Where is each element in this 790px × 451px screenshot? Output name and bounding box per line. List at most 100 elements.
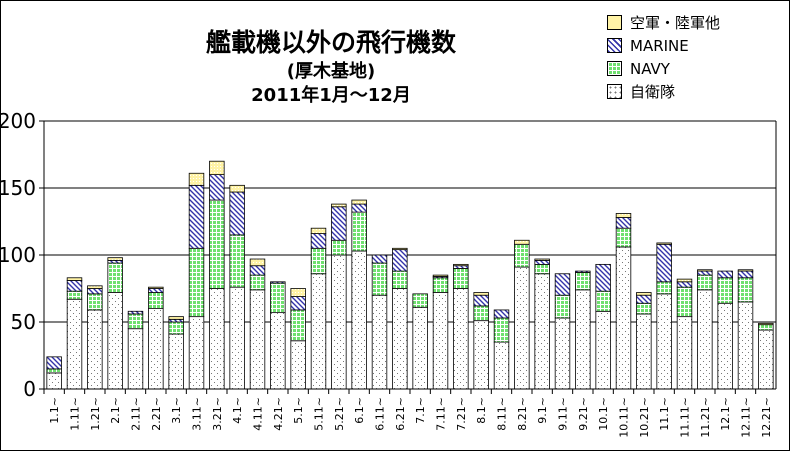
bar-segment <box>66 298 83 390</box>
bar-segment <box>290 340 306 390</box>
x-tick-label: 3.21~ <box>211 397 224 431</box>
bar-segment <box>351 211 367 252</box>
bar-segment <box>473 294 489 307</box>
legend: 空軍・陸軍他 MARINE NAVY 自衛隊 <box>607 11 720 103</box>
bar-segment <box>188 316 205 390</box>
bar-segment <box>209 199 225 289</box>
bar-segment <box>331 239 347 256</box>
bar-segment <box>697 289 713 390</box>
bar-segment <box>717 277 733 304</box>
bar-segment <box>209 174 225 201</box>
x-tick-label: 10.1~ <box>597 397 610 431</box>
x-tick-label: 6.11~ <box>374 397 387 431</box>
bar-segment <box>717 302 733 390</box>
legend-item: 自衛隊 <box>607 80 720 103</box>
bar-segment <box>737 269 754 272</box>
legend-item: MARINE <box>607 34 720 57</box>
bar-segment <box>514 239 530 245</box>
bar-segment <box>676 281 693 288</box>
bar-segment <box>554 317 571 390</box>
legend-label: 空軍・陸軍他 <box>630 14 721 32</box>
bar-segment <box>453 265 469 269</box>
legend-swatch <box>607 15 622 30</box>
x-tick-label: 2.1~ <box>109 397 122 424</box>
bar-segment <box>46 356 62 370</box>
bar-segment <box>249 258 266 267</box>
x-tick-label: 1.21~ <box>89 397 102 431</box>
x-tick-label: 4.1~ <box>231 397 244 424</box>
bar-segment <box>656 293 672 390</box>
y-tick-label: 100 <box>0 243 36 267</box>
bar-segment <box>534 263 550 275</box>
bar-segment <box>188 247 205 318</box>
bar-segment <box>331 203 347 208</box>
bar-segment <box>290 296 306 311</box>
bar-segment <box>615 217 632 229</box>
bar-segment <box>107 259 123 264</box>
bar-segment <box>107 257 123 261</box>
bar-segment <box>575 289 591 390</box>
chart-period: 2011年1月～12月 <box>251 85 411 106</box>
bar-segment <box>676 286 693 318</box>
bar-segment <box>432 292 449 390</box>
bar-segment <box>209 288 225 390</box>
x-tick-label: 10.21~ <box>638 397 651 438</box>
bar-segment <box>473 320 489 390</box>
bar-segment <box>697 274 713 291</box>
bar-segment <box>615 246 632 390</box>
x-tick-label: 8.11~ <box>496 397 509 431</box>
bar-segment <box>453 263 469 267</box>
legend-item: 空軍・陸軍他 <box>607 11 720 34</box>
bar-segment <box>412 306 428 390</box>
bar-segment <box>737 301 754 390</box>
x-tick-label: 11.21~ <box>699 397 712 438</box>
bar-segment <box>46 372 62 390</box>
bar-segment <box>351 250 367 390</box>
bar-segment <box>249 265 266 276</box>
bar-segment <box>209 160 225 175</box>
bar-segment <box>636 294 652 304</box>
bar-segment <box>270 281 286 284</box>
bar-segment <box>66 277 83 281</box>
y-tick-label: 0 <box>23 377 36 401</box>
y-tick-label: 200 <box>0 109 36 133</box>
legend-label: 自衛隊 <box>630 83 676 101</box>
legend-swatch <box>607 61 622 76</box>
x-tick-label: 2.11~ <box>130 397 143 431</box>
bar-segment <box>127 328 144 390</box>
bar-segment <box>473 292 489 296</box>
bar-segment <box>168 321 184 335</box>
bar-segment <box>310 233 327 249</box>
bar-segment <box>534 273 550 390</box>
bar-segment <box>371 262 388 296</box>
bar-segment <box>595 263 611 292</box>
bar-segment <box>493 317 510 343</box>
x-tick-label: 5.11~ <box>313 397 326 431</box>
x-tick-label: 7.21~ <box>455 397 468 431</box>
bar-segment <box>554 273 571 296</box>
x-tick-label: 6.1~ <box>353 397 366 424</box>
x-tick-label: 12.1~ <box>719 397 732 431</box>
x-tick-label: 1.11~ <box>69 397 82 431</box>
y-tick-label: 50 <box>11 310 36 334</box>
legend-swatch <box>607 84 622 99</box>
bar-segment <box>270 312 286 390</box>
bar-segment <box>229 191 245 236</box>
bar-segment <box>636 292 652 296</box>
bar-segment <box>331 254 347 390</box>
bar-segment <box>148 288 164 293</box>
chart-subtitle: (厚木基地) <box>286 61 376 82</box>
x-tick-label: 10.11~ <box>618 397 631 438</box>
bar-segment <box>514 243 530 268</box>
bar-segment <box>310 247 327 275</box>
bar-segment <box>168 333 184 390</box>
x-tick-label: 9.21~ <box>577 397 590 431</box>
bar-segment <box>432 274 449 277</box>
bar-segment <box>249 274 266 291</box>
bar-segment <box>87 293 103 311</box>
x-tick-label: 7.1~ <box>414 397 427 424</box>
bar-segment <box>107 292 123 390</box>
bar-segment <box>493 309 510 319</box>
bar-segment <box>371 254 388 264</box>
